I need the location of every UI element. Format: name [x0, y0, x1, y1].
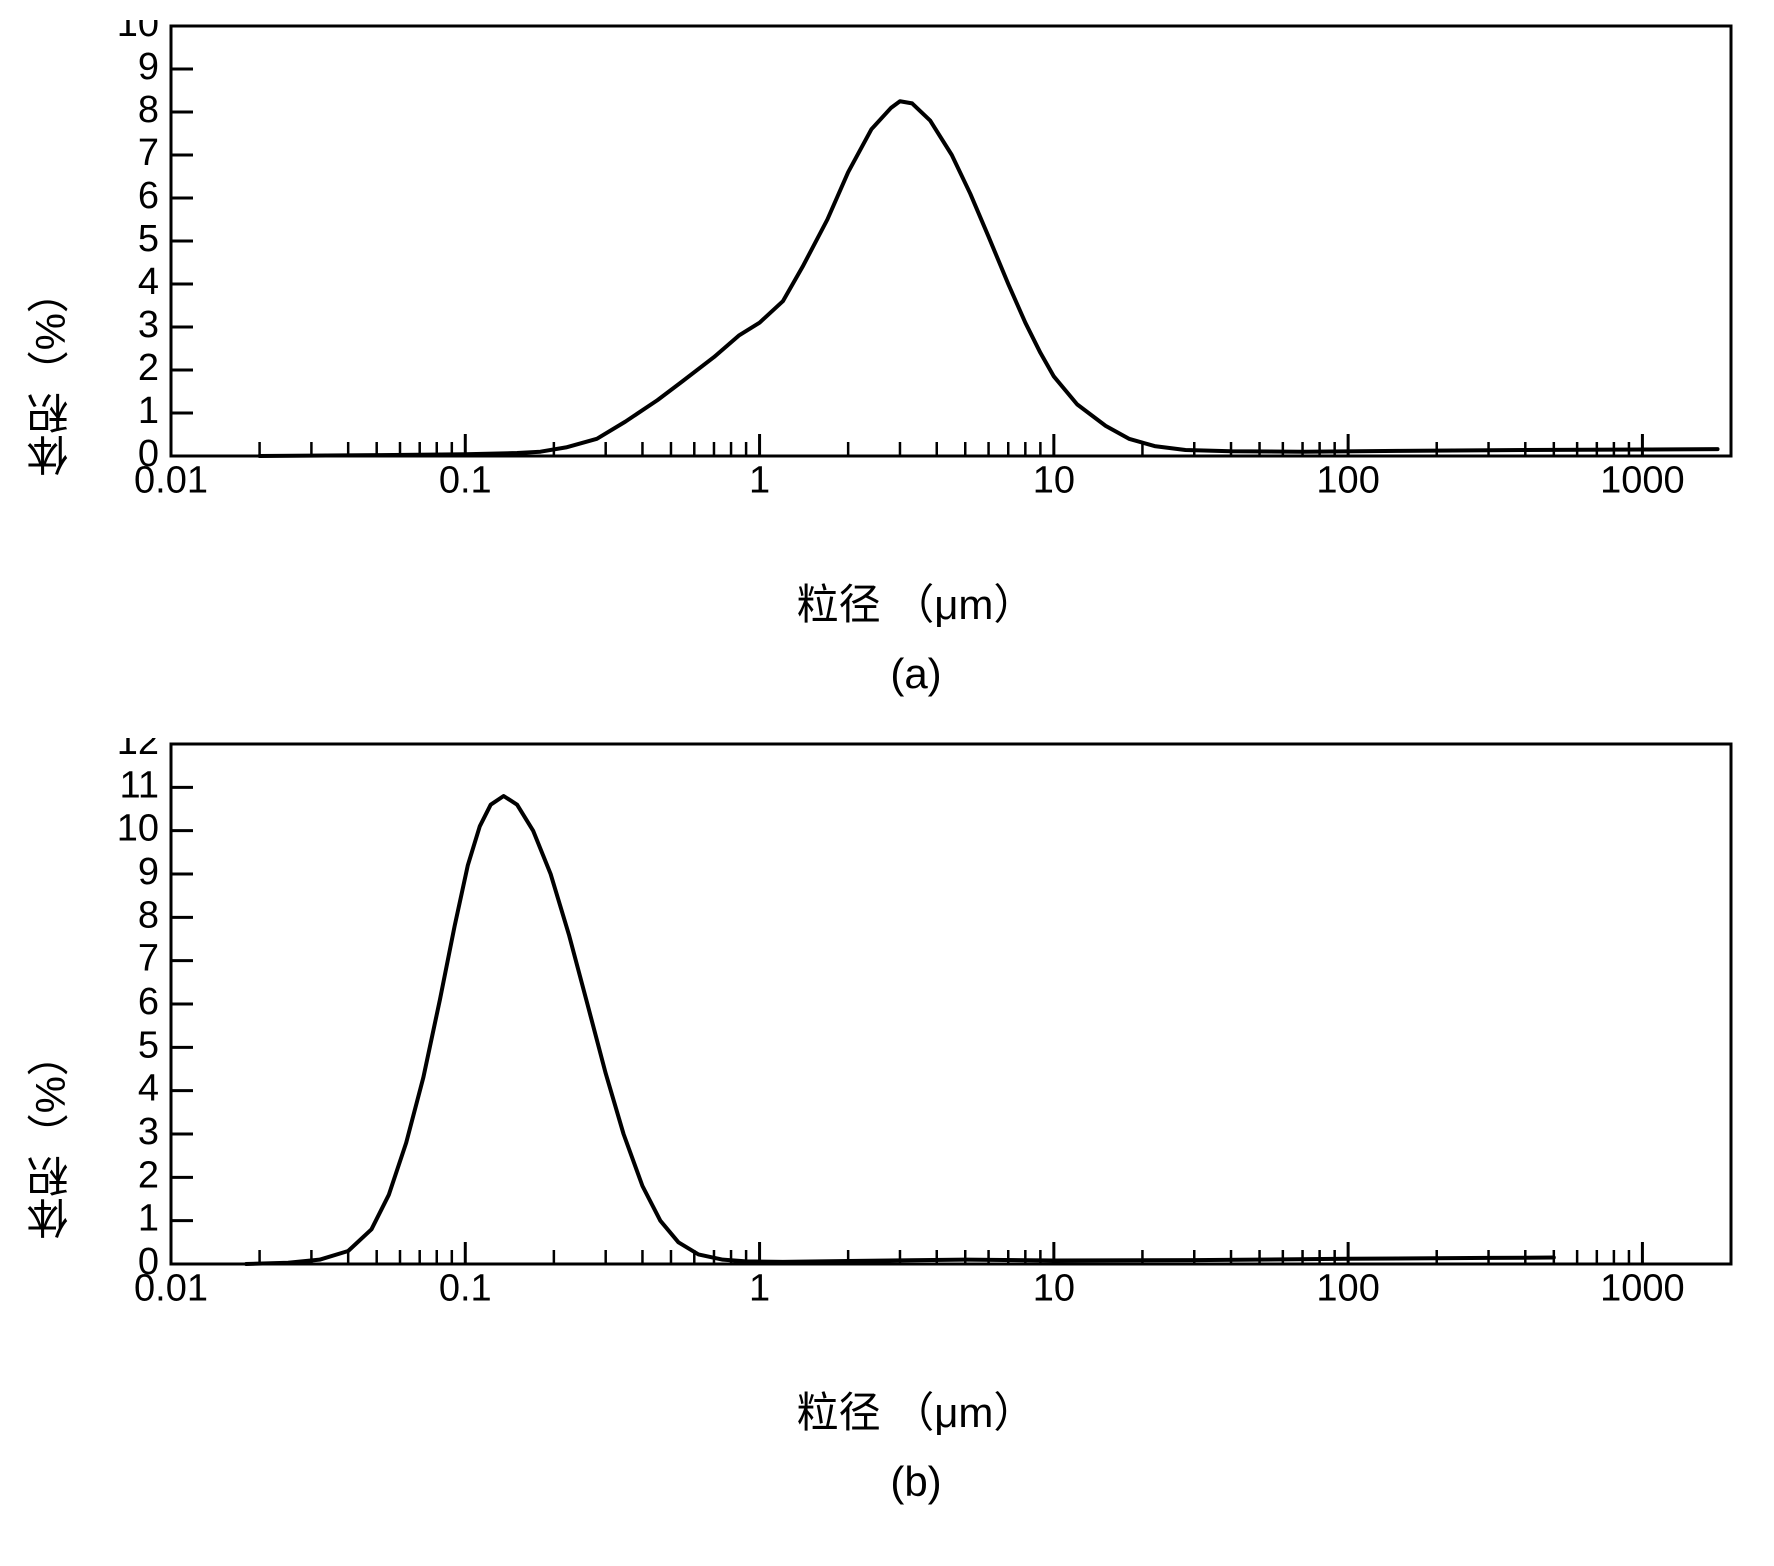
- svg-text:0.1: 0.1: [439, 459, 492, 501]
- svg-text:8: 8: [138, 89, 159, 131]
- svg-text:3: 3: [138, 304, 159, 346]
- svg-text:1000: 1000: [1600, 1267, 1685, 1309]
- svg-text:7: 7: [138, 938, 159, 980]
- chart-a-xlabel: 粒径 （μm）: [797, 571, 1036, 632]
- svg-text:6: 6: [138, 175, 159, 217]
- svg-text:10: 10: [1033, 1267, 1075, 1309]
- chart-b-xlabel: 粒径 （μm）: [797, 1379, 1036, 1440]
- svg-text:12: 12: [117, 738, 159, 763]
- svg-text:6: 6: [138, 981, 159, 1023]
- svg-text:100: 100: [1316, 459, 1379, 501]
- svg-text:4: 4: [138, 1068, 159, 1110]
- svg-text:1: 1: [138, 1198, 159, 1240]
- svg-text:5: 5: [138, 1024, 159, 1066]
- svg-text:10: 10: [1033, 459, 1075, 501]
- svg-text:0.01: 0.01: [134, 459, 208, 501]
- svg-text:3: 3: [138, 1111, 159, 1153]
- chart-a-ylabel: 体积（%）: [20, 271, 81, 476]
- svg-text:100: 100: [1316, 1267, 1379, 1309]
- chart-a-panel-label: (a): [890, 650, 941, 698]
- chart-b-panel-label: (b): [890, 1458, 941, 1506]
- svg-text:1: 1: [138, 390, 159, 432]
- svg-text:9: 9: [138, 46, 159, 88]
- svg-text:7: 7: [138, 132, 159, 174]
- svg-text:1: 1: [749, 459, 770, 501]
- svg-text:4: 4: [138, 261, 159, 303]
- svg-text:2: 2: [138, 347, 159, 389]
- svg-text:8: 8: [138, 894, 159, 936]
- chart-b-plotbox: 01234567891011120.010.11101001000: [91, 738, 1741, 1319]
- chart-b-col: 01234567891011120.010.11101001000 粒径 （μm…: [91, 738, 1741, 1536]
- chart-a-plotbox: 0123456789100.010.11101001000: [91, 20, 1741, 511]
- svg-text:11: 11: [120, 764, 159, 806]
- chart-b-ylabel: 体积（%）: [20, 1034, 81, 1239]
- svg-text:2: 2: [138, 1154, 159, 1196]
- svg-text:1000: 1000: [1600, 459, 1685, 501]
- svg-text:5: 5: [138, 218, 159, 260]
- chart-a-col: 0123456789100.010.11101001000 粒径 （μm） (a…: [91, 20, 1741, 728]
- svg-text:0.01: 0.01: [134, 1267, 208, 1309]
- figure-container: 体积（%） 0123456789100.010.11101001000 粒径 （…: [20, 20, 1754, 1536]
- svg-text:10: 10: [117, 20, 159, 45]
- svg-text:0.1: 0.1: [439, 1267, 492, 1309]
- svg-text:9: 9: [138, 851, 159, 893]
- chart-b-wrap: 体积（%） 01234567891011120.010.11101001000 …: [20, 738, 1754, 1536]
- svg-text:10: 10: [117, 808, 159, 850]
- chart-a-wrap: 体积（%） 0123456789100.010.11101001000 粒径 （…: [20, 20, 1754, 728]
- svg-text:1: 1: [749, 1267, 770, 1309]
